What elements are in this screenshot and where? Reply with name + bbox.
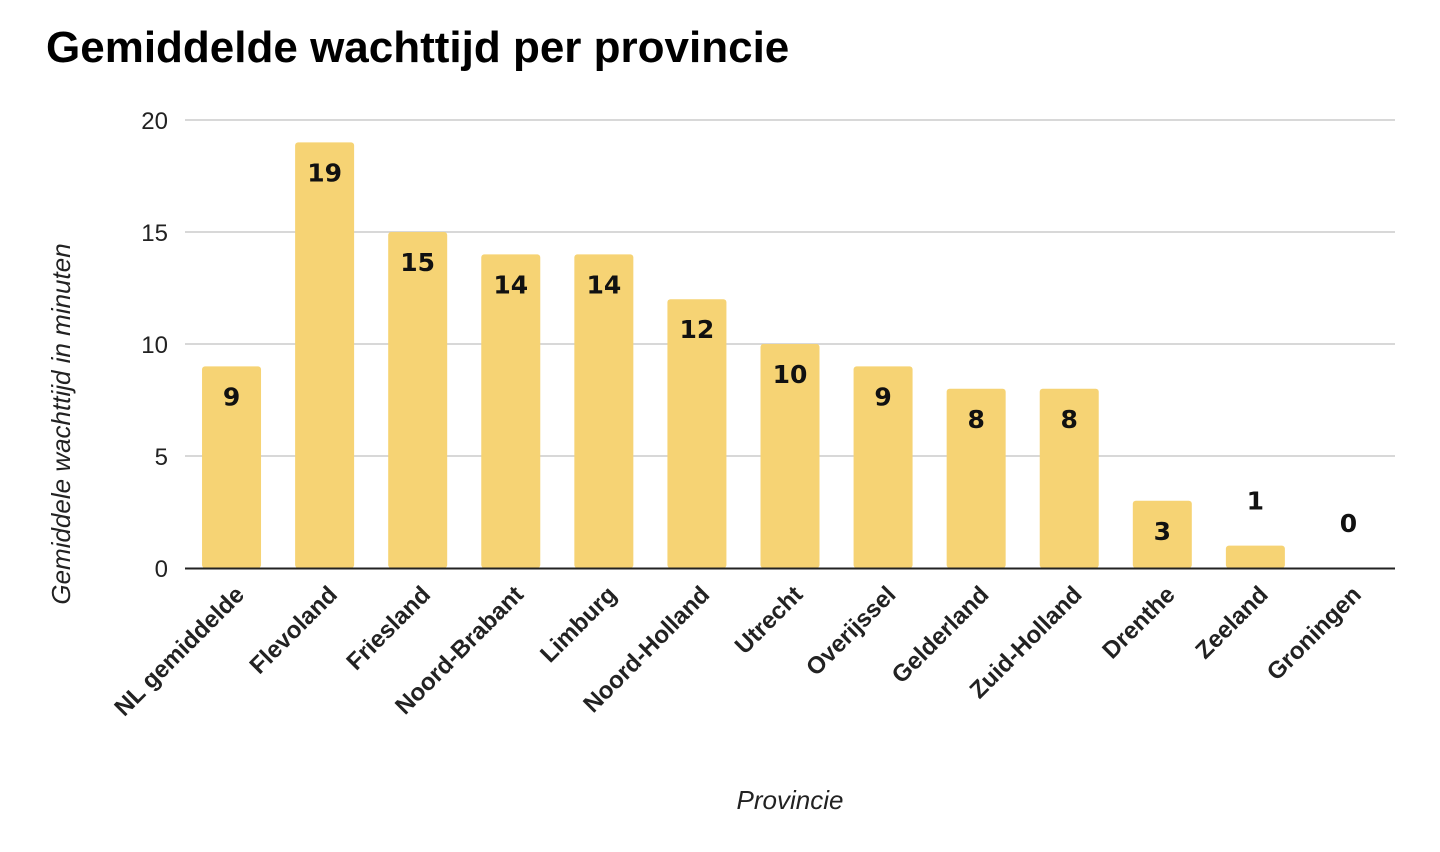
- x-axis-title: Provincie: [737, 785, 844, 815]
- data-label: 9: [874, 382, 891, 411]
- x-tick-label: Zeeland: [1190, 581, 1273, 664]
- chart-title: Gemiddelde wachttijd per provincie: [46, 23, 789, 72]
- bar-drenthe: [1132, 500, 1192, 568]
- x-tick-label: Groningen: [1262, 581, 1367, 686]
- x-tick-label: Friesland: [341, 581, 436, 676]
- x-tick-label: NL gemiddelde: [109, 581, 249, 721]
- data-label: 3: [1154, 517, 1171, 546]
- data-label: 8: [967, 405, 984, 434]
- data-label: 12: [680, 315, 715, 344]
- data-label: 0: [1340, 509, 1357, 538]
- data-label: 8: [1061, 405, 1078, 434]
- bar-flevoland: [295, 142, 355, 568]
- bar-gelderland: [946, 388, 1006, 568]
- bars: [202, 142, 1285, 568]
- x-tick-label: Flevoland: [245, 581, 343, 679]
- y-tick-label: 20: [141, 108, 168, 135]
- y-axis-title: Gemiddele wachttijd in minuten: [46, 243, 76, 604]
- x-tick-label: Overijssel: [801, 581, 901, 681]
- bar-nl-gemiddelde: [202, 366, 262, 568]
- bar-noord-holland: [667, 299, 727, 568]
- bar-overijssel: [853, 366, 913, 568]
- bar-utrecht: [760, 344, 820, 568]
- data-label: 1: [1247, 487, 1264, 516]
- y-tick-label: 5: [155, 444, 168, 471]
- x-tick-label: Utrecht: [730, 581, 809, 660]
- x-tick-label: Limburg: [535, 581, 622, 668]
- data-label: 10: [773, 360, 808, 389]
- y-tick-label: 0: [155, 556, 168, 583]
- data-label: 9: [223, 382, 240, 411]
- bar-noord-brabant: [481, 254, 541, 568]
- data-label: 14: [586, 270, 621, 299]
- x-tick-label: Drenthe: [1097, 581, 1180, 664]
- x-axis-ticks: NL gemiddeldeFlevolandFrieslandNoord-Bra…: [109, 581, 1366, 721]
- bar-friesland: [388, 232, 448, 568]
- bar-limburg: [574, 254, 634, 568]
- data-label: 14: [493, 270, 528, 299]
- bar-zeeland: [1225, 545, 1285, 568]
- bar-zuid-holland: [1039, 388, 1099, 568]
- data-label: 19: [307, 158, 342, 187]
- data-label: 15: [400, 248, 435, 277]
- y-axis-ticks: 0 5 10 15 20: [141, 108, 168, 583]
- y-tick-label: 10: [141, 332, 168, 359]
- y-tick-label: 15: [141, 220, 168, 247]
